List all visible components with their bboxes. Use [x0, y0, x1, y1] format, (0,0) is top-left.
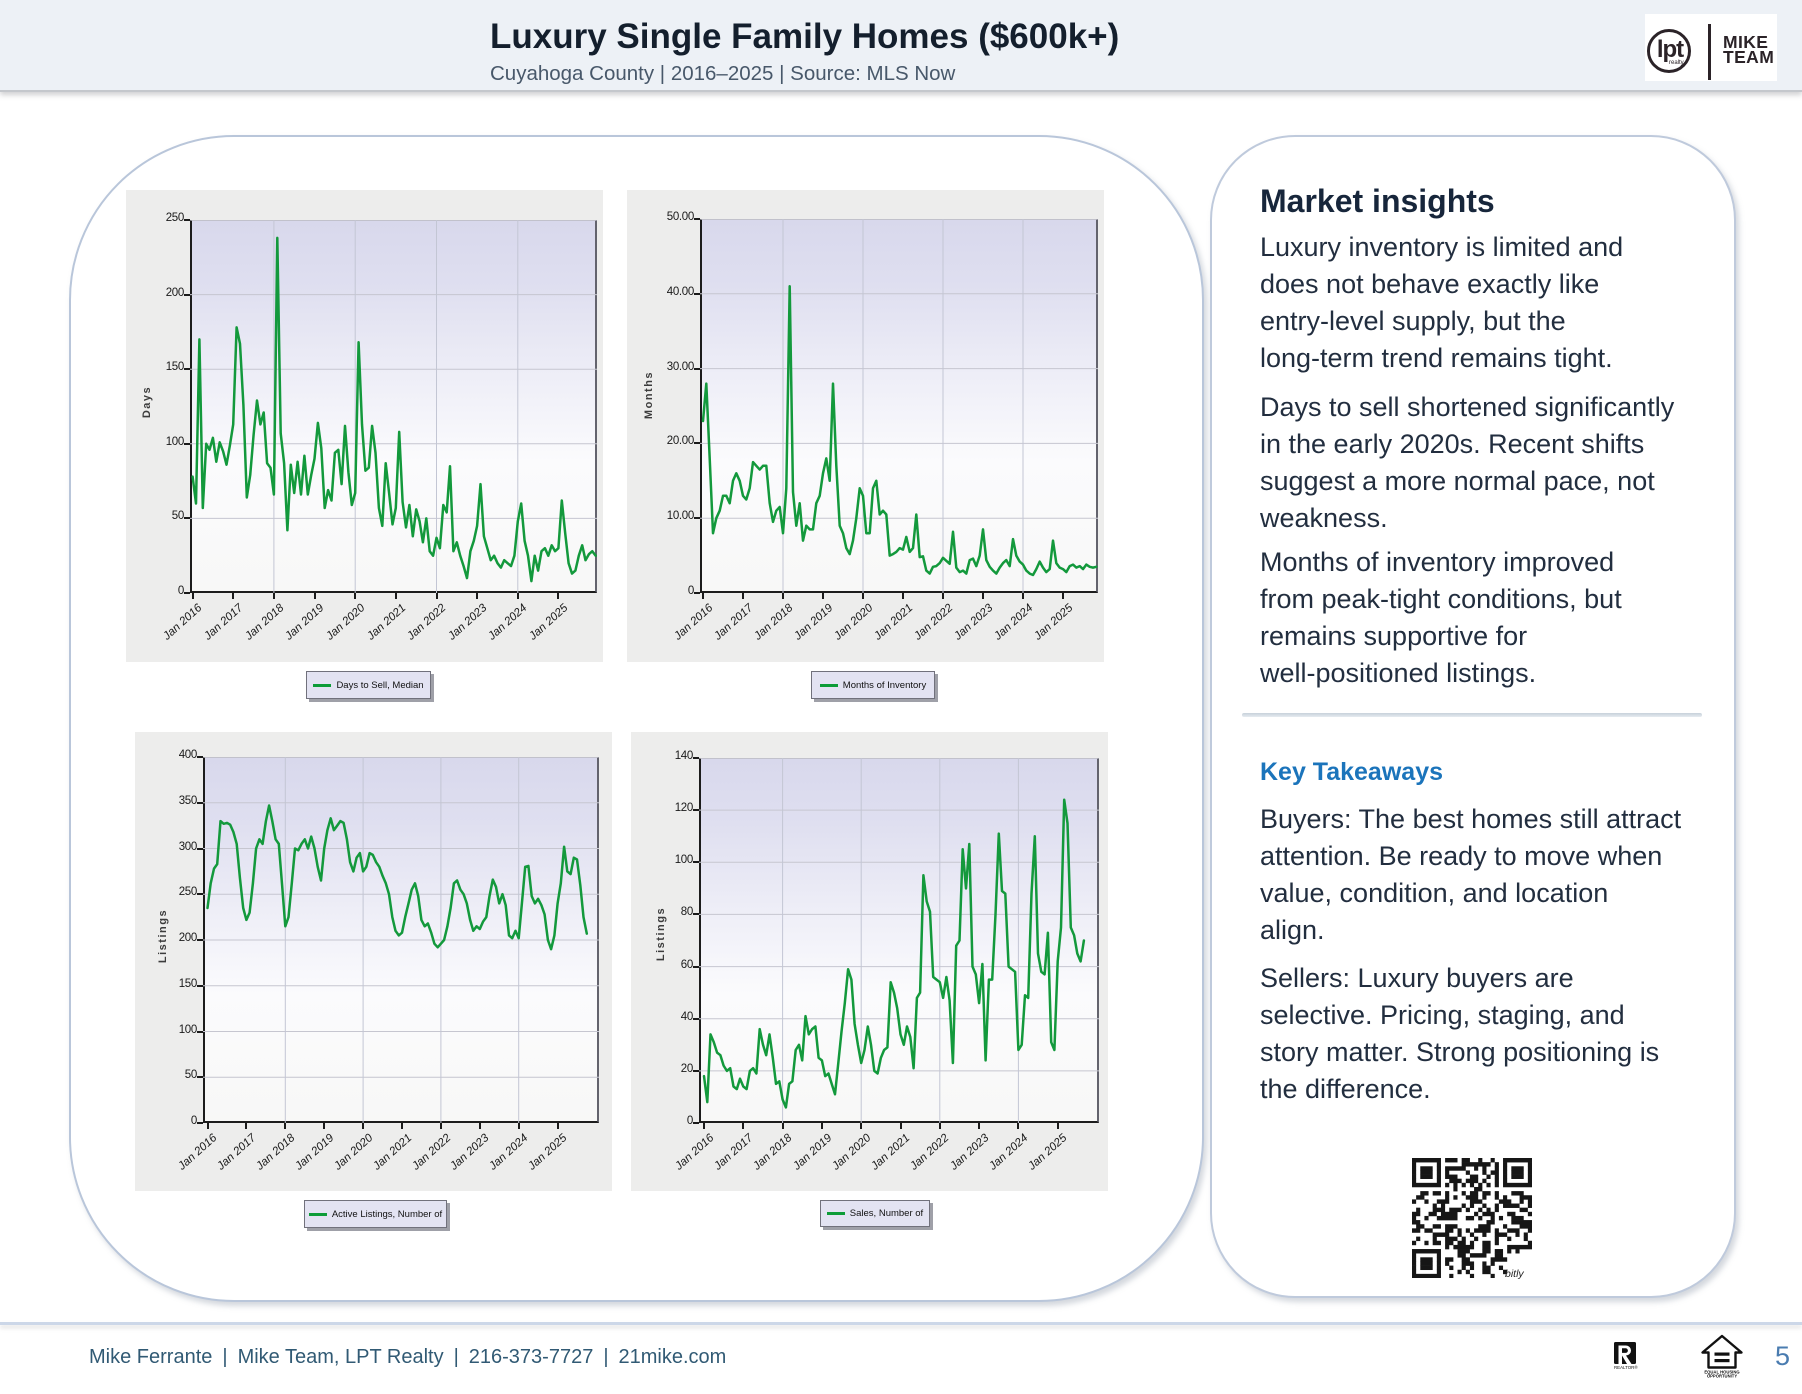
svg-text:REALTOR®: REALTOR® — [1614, 1365, 1638, 1370]
svg-text:OPPORTUNITY: OPPORTUNITY — [1707, 1374, 1737, 1379]
svg-text:EQUAL HOUSING: EQUAL HOUSING — [1704, 1370, 1739, 1375]
